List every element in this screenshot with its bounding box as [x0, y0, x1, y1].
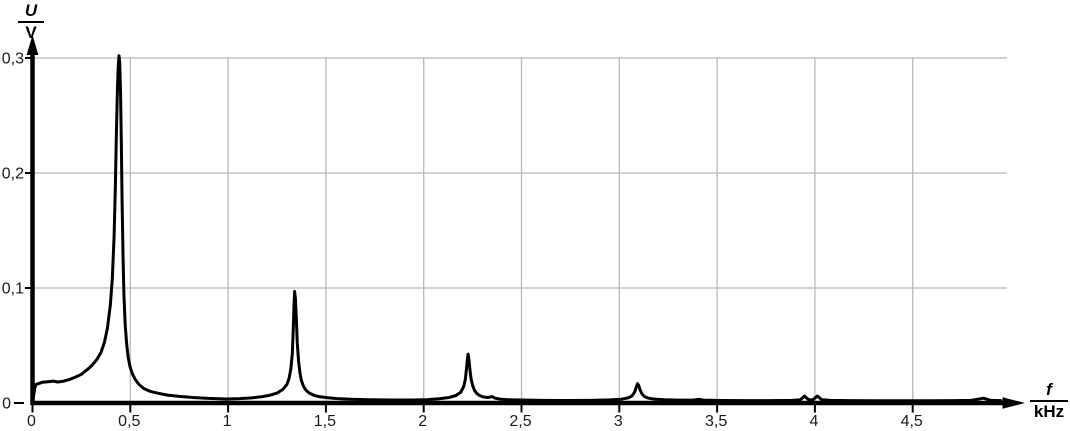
x-tick-label: 4,5 [901, 413, 923, 430]
x-tick-label: 2,5 [509, 413, 531, 430]
spectrum-curve [31, 54, 1003, 405]
x-tick-label: 0,5 [118, 413, 140, 430]
x-tick-label: 3 [614, 413, 623, 430]
y-tick-label: 0,2 [2, 166, 24, 183]
y-tick-label: 0,1 [2, 281, 24, 298]
x-tick-label: 1 [223, 413, 232, 430]
x-tick-label: 4 [809, 413, 818, 430]
x-axis-arrowhead [1002, 397, 1025, 409]
x-axis-label-denominator: kHz [1033, 401, 1065, 421]
y-axis-label-numerator: U [18, 2, 44, 23]
x-tick-label: 3,5 [705, 413, 727, 430]
x-tick-label: 2 [418, 413, 427, 430]
y-tick-label: 0,3 [2, 51, 24, 68]
x-tick-label: 1,5 [314, 413, 336, 430]
y-axis-label-denominator: V [25, 22, 37, 42]
x-axis-label-numerator: f [1030, 381, 1068, 402]
y-tick-label: 0 [2, 396, 11, 413]
y-axis-arrowhead [26, 35, 39, 55]
y-axis-label: U V [18, 2, 44, 42]
x-tick-label: 0 [27, 413, 36, 430]
x-axis-label: f kHz [1030, 381, 1068, 421]
